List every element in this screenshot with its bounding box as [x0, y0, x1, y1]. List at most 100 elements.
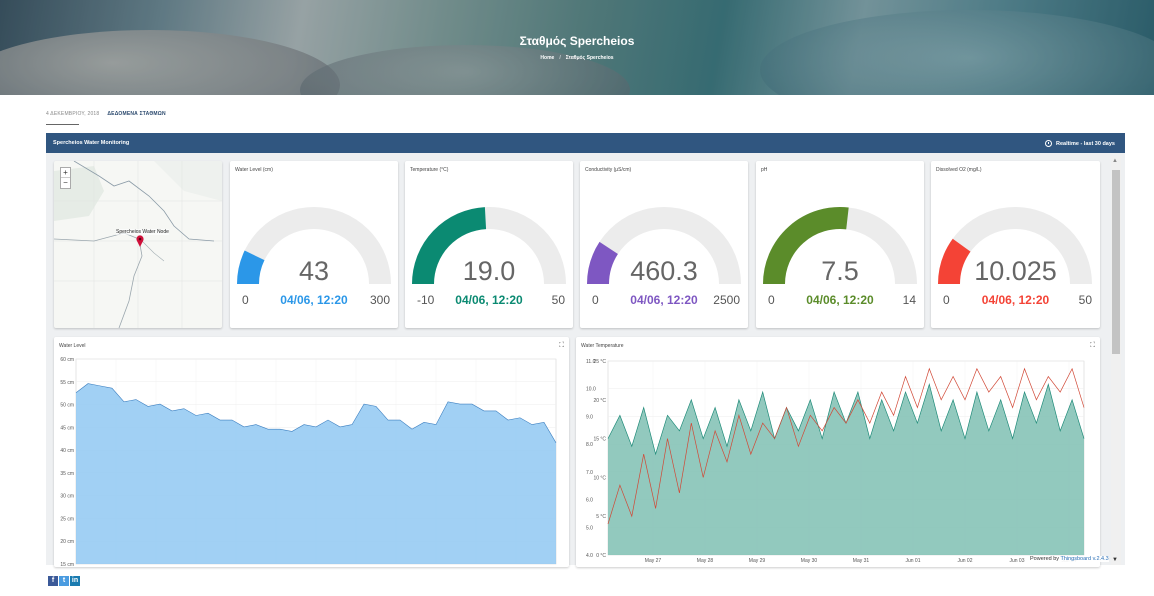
- powered-prefix: Powered by: [1030, 556, 1060, 562]
- y-right-tick-label: 8.0: [586, 442, 593, 448]
- chart-title: Water Level: [59, 343, 86, 349]
- gauge-min: 0: [242, 293, 249, 307]
- y-left-tick-label: 0 °C: [596, 553, 606, 559]
- gauge-conductivity: Conductivity (μS/cm) 460.3 0 04/06, 12:2…: [580, 161, 748, 328]
- water-level-chart-card: Water Level 15 cm 20 cm 25 cm 30 cm 35 cm 40 …: [54, 337, 569, 567]
- gauge-min: 0: [943, 293, 950, 307]
- gauge-title: Dissolved O2 (mg/L): [936, 167, 982, 173]
- gauge-timestamp: 04/06, 12:20: [981, 293, 1050, 307]
- twitter-icon[interactable]: t: [59, 576, 69, 586]
- timewindow-button[interactable]: Realtime - last 30 days: [1044, 140, 1115, 147]
- gauge-title: pH: [761, 167, 768, 173]
- y-right-tick-label: 7.0: [586, 470, 593, 476]
- water-temperature-chart-card: Water Temperature 0 °C 5 °C 10 °C 15 °C 20 °…: [576, 337, 1100, 567]
- scroll-up-icon[interactable]: ▲: [1112, 158, 1118, 164]
- water-level-line: [75, 383, 557, 443]
- page-title: Σταθμός Spercheios: [519, 34, 635, 48]
- y-tick-label: 50 cm: [60, 403, 74, 409]
- gauge-value: 460.3: [630, 256, 698, 286]
- linkedin-icon[interactable]: in: [70, 576, 80, 586]
- secondary-line: [607, 367, 1085, 525]
- clock-icon: [1044, 140, 1052, 147]
- gauge-timestamp: 04/06, 12:20: [455, 293, 523, 307]
- scroll-down-icon[interactable]: ▼: [1112, 557, 1118, 563]
- gauge-min: -10: [417, 293, 435, 307]
- x-tick-label: Jun 01: [905, 558, 920, 564]
- y-tick-label: 15 cm: [60, 562, 74, 567]
- map-widget[interactable]: + − Spercheios Water Node: [54, 161, 222, 328]
- y-tick-label: 55 cm: [60, 380, 74, 386]
- map-canvas[interactable]: [54, 161, 222, 328]
- map-marker-label: Spercheios Water Node: [116, 229, 169, 235]
- gauge-fill: [237, 250, 265, 285]
- gauge-ph: pH 7.5 0 04/06, 12:20 14: [756, 161, 924, 328]
- y-right-tick-label: 9.0: [586, 414, 593, 420]
- scrollbar-thumb[interactable]: [1112, 170, 1120, 354]
- gauge-max: 14: [902, 293, 916, 307]
- map-zoom-control: + −: [60, 167, 71, 189]
- gauge-title: Temperature (°C): [410, 167, 449, 173]
- gauge-min: 0: [592, 293, 599, 307]
- gauge-min: 0: [768, 293, 775, 307]
- breadcrumb-home[interactable]: Home: [540, 55, 555, 61]
- powered-link[interactable]: Thingsboard v.2.4.3: [1060, 556, 1109, 562]
- gauge-value: 43: [298, 256, 330, 286]
- x-tick-label: Jun 02: [957, 558, 972, 564]
- y-tick-label: 40 cm: [60, 448, 74, 454]
- chart-title: Water Temperature: [581, 343, 624, 349]
- y-right-tick-label: 10.0: [586, 387, 596, 393]
- map-grid: [54, 161, 222, 328]
- hero-banner: Σταθμός Spercheios Home / Σταθμός Sperchei…: [0, 0, 1154, 95]
- gauge-timestamp: 04/06, 12:20: [630, 293, 698, 307]
- fullscreen-icon[interactable]: [558, 342, 564, 351]
- water-level-chart[interactable]: 15 cm 20 cm 25 cm 30 cm 35 cm 40 cm 45 cm 50 cm…: [54, 337, 569, 567]
- map-marker-icon[interactable]: [136, 235, 144, 247]
- gauge-fill: [938, 238, 971, 285]
- y-left-tick-label: 25 °C: [593, 359, 606, 365]
- river-line: [73, 161, 215, 242]
- facebook-icon[interactable]: f: [48, 576, 58, 586]
- gauge-max: 50: [551, 293, 565, 307]
- y-tick-label: 60 cm: [60, 357, 74, 363]
- x-tick-label: Jun 03: [1009, 558, 1024, 564]
- gauge-fill: [412, 207, 487, 285]
- gauge-arc: [412, 207, 566, 285]
- y-tick-label: 20 cm: [60, 539, 74, 545]
- post-category[interactable]: ΔΕΔΟΜΕΝΑ ΣΤΑΘΜΩΝ: [107, 111, 166, 117]
- gauge-max: 50: [1078, 293, 1092, 307]
- gauge-value: 19.0: [462, 256, 516, 286]
- gauge-max: 300: [369, 293, 390, 307]
- x-tick-label: May 31: [853, 558, 870, 564]
- gauge-arc: [938, 207, 1092, 285]
- gauge-arc: [763, 207, 917, 285]
- y-right-tick-label: 4.0: [586, 553, 593, 559]
- dashboard-toolbar: Spercheios Water Monitoring Realtime - l…: [46, 133, 1125, 153]
- x-tick-label: May 28: [697, 558, 714, 564]
- y-left-tick-label: 15 °C: [593, 437, 606, 443]
- gauge-title: Water Level (cm): [235, 167, 273, 173]
- breadcrumb-current: Σταθμός Spercheios: [565, 55, 614, 61]
- gauge-dissolved-o2: Dissolved O2 (mg/L) 10.025 0 04/06, 12:2…: [931, 161, 1100, 328]
- gauge-arc: [237, 207, 391, 285]
- divider: [46, 124, 79, 125]
- gauge-timestamp: 04/06, 12:20: [806, 293, 874, 307]
- zoom-in-button[interactable]: +: [61, 168, 70, 178]
- dashboard-scrollbar[interactable]: ▲ ▼: [1111, 156, 1121, 565]
- post-meta: 4 ΔΕΚΕΜΒΡΙΟΥ, 2018 ΔΕΔΟΜΕΝΑ ΣΤΑΘΜΩΝ: [46, 111, 166, 117]
- water-temperature-chart[interactable]: 0 °C 5 °C 10 °C 15 °C 20 °C 25 °C 4.0 5.0 6.0 7.0…: [576, 337, 1100, 567]
- y-right-tick-label: 11.0: [586, 359, 596, 365]
- social-share: f t in: [48, 569, 81, 587]
- breadcrumb: Home / Σταθμός Spercheios: [540, 55, 614, 61]
- y-tick-label: 30 cm: [60, 494, 74, 500]
- y-left-tick-label: 5 °C: [596, 514, 606, 520]
- water-level-area: [76, 383, 556, 564]
- x-tick-label: May 30: [801, 558, 818, 564]
- y-tick-label: 35 cm: [60, 471, 74, 477]
- gauge-water-level: Water Level (cm) 43 0 04/06, 12:20 300: [230, 161, 398, 328]
- gauge-value: 10.025: [974, 256, 1057, 286]
- x-tick-label: May 29: [749, 558, 766, 564]
- y-tick-label: 45 cm: [60, 425, 74, 431]
- fullscreen-icon[interactable]: [1089, 342, 1095, 351]
- gauge-fill: [763, 207, 849, 285]
- zoom-out-button[interactable]: −: [63, 178, 68, 187]
